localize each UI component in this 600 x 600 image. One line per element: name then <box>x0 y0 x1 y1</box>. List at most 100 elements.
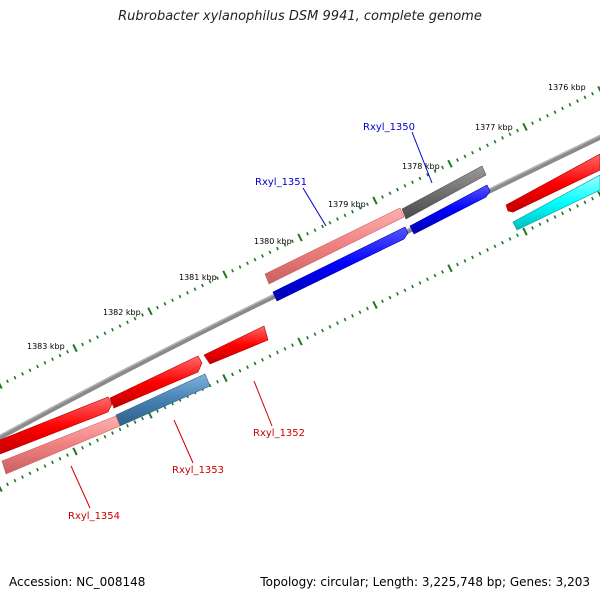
gene-label-rxyl-1351[interactable]: Rxyl_1351 <box>255 177 307 188</box>
lower-ruler-tick-mark <box>418 281 422 285</box>
lower-ruler-tick-mark <box>103 434 107 439</box>
lower-ruler-tick-mark <box>328 325 332 329</box>
lower-ruler-tick-mark <box>58 456 62 461</box>
gene-red-middle-left[interactable] <box>109 355 203 409</box>
lower-ruler-tick-mark <box>546 218 549 223</box>
lower-ruler-tick-mark <box>276 350 279 355</box>
lower-ruler-tick-mark <box>463 259 467 263</box>
lower-ruler-tick-mark <box>426 277 429 282</box>
upper-ruler-tick-mark <box>103 331 107 336</box>
gene-callout-lines <box>70 131 433 509</box>
upper-ruler-tick-mark <box>297 233 303 242</box>
lower-ruler-tick-mark <box>231 372 234 377</box>
upper-ruler-tick-mark <box>516 128 519 133</box>
lower-ruler-tick-mark <box>486 248 489 252</box>
lower-ruler-tick-mark <box>0 485 3 493</box>
tick-label-1377: 1377 kbp <box>475 123 513 132</box>
upper-ruler-tick-mark <box>561 106 564 111</box>
upper-ruler-tick-mark <box>576 99 579 103</box>
tick-label-1378: 1378 kbp <box>402 162 440 171</box>
scale-ruler-lower <box>0 190 600 493</box>
upper-ruler-tick-mark <box>441 165 444 170</box>
scale-ruler-upper <box>0 85 600 390</box>
upper-ruler-tick-mark <box>522 122 528 131</box>
lower-ruler-tick-mark <box>447 264 453 273</box>
kbp-tick-labels: 1376 kbp 1377 kbp 1378 kbp 1379 kbp 1380… <box>27 83 586 351</box>
tick-label-1381: 1381 kbp <box>179 273 217 282</box>
gene-cyan-right[interactable] <box>512 174 600 231</box>
lower-ruler-tick-mark <box>403 288 407 293</box>
upper-ruler-tick-mark <box>508 132 512 137</box>
lower-ruler-tick-mark <box>321 328 324 333</box>
upper-ruler-tick-mark <box>201 283 204 288</box>
lower-ruler-tick-mark <box>576 204 579 208</box>
upper-ruler-tick-mark <box>591 91 594 96</box>
upper-ruler-tick-mark <box>418 176 422 181</box>
lower-ruler-tick-mark <box>72 447 78 456</box>
upper-ruler-tick-mark <box>36 364 39 369</box>
upper-ruler-tick-mark <box>358 206 362 210</box>
lower-ruler-tick-mark <box>538 222 542 227</box>
upper-ruler-tick-mark <box>291 239 294 243</box>
lower-ruler-tick-mark <box>96 438 99 443</box>
upper-ruler-tick-mark <box>133 316 137 321</box>
upper-ruler-tick-mark <box>546 114 549 118</box>
upper-ruler-tick-mark <box>433 169 437 173</box>
upper-ruler-tick-mark <box>28 368 32 373</box>
lower-ruler-tick-mark <box>568 207 572 212</box>
gene-blue-forward-1[interactable] <box>409 184 491 235</box>
upper-ruler-tick-mark <box>583 95 587 100</box>
lower-ruler-tick-mark <box>351 314 354 318</box>
gene-label-rxyl-1354[interactable]: Rxyl_1354 <box>68 511 120 522</box>
gene-rxyl-1354-arrow[interactable] <box>1 415 121 475</box>
upper-ruler-tick-mark <box>447 159 453 168</box>
lower-ruler-tick-mark <box>66 453 69 457</box>
lower-ruler-tick-mark <box>471 255 474 260</box>
tick-label-1379: 1379 kbp <box>328 200 366 209</box>
gene-label-rxyl-1352[interactable]: Rxyl_1352 <box>253 428 305 439</box>
gene-blue-forward-2[interactable] <box>272 226 409 302</box>
upper-ruler-tick-mark <box>306 232 309 236</box>
lower-ruler-tick-mark <box>388 295 392 300</box>
upper-ruler-tick-mark <box>283 243 287 247</box>
gene-red-right[interactable] <box>505 153 600 213</box>
upper-ruler-tick-mark <box>0 382 3 390</box>
upper-ruler-tick-mark <box>13 375 17 380</box>
upper-ruler-tick-mark <box>336 217 339 221</box>
upper-ruler-tick-mark <box>313 228 317 232</box>
gene-rxyl-1352-arrow[interactable] <box>203 325 269 365</box>
gene-label-rxyl-1353[interactable]: Rxyl_1353 <box>172 465 224 476</box>
gene-red-upper-left[interactable] <box>0 396 113 456</box>
upper-ruler-tick-mark <box>126 320 129 325</box>
upper-ruler-tick-mark <box>597 85 600 93</box>
upper-ruler-tick-mark <box>553 110 557 114</box>
upper-ruler-tick-mark <box>261 254 264 258</box>
lower-ruler-tick-mark <box>283 347 287 351</box>
lower-ruler-tick-mark <box>126 423 129 428</box>
upper-ruler-tick-mark <box>426 173 429 177</box>
upper-ruler-tick-mark <box>351 209 354 214</box>
upper-ruler-tick-mark <box>366 202 369 207</box>
lower-ruler-tick-mark <box>493 244 497 249</box>
gene-label-rxyl-1350[interactable]: Rxyl_1350 <box>363 122 415 133</box>
lower-ruler-tick-mark <box>306 336 309 340</box>
lower-ruler-tick-mark <box>81 445 84 450</box>
lower-ruler-tick-mark <box>216 379 219 384</box>
gene-rxyl-1351-arrow[interactable] <box>264 207 405 285</box>
lower-ruler-tick-mark <box>28 471 32 476</box>
upper-ruler-tick-mark <box>411 180 414 184</box>
lower-ruler-tick-mark <box>118 427 122 432</box>
upper-ruler-tick-mark <box>51 357 54 361</box>
lower-ruler-tick-mark <box>358 310 362 314</box>
lower-ruler-tick-mark <box>291 343 294 347</box>
upper-ruler-tick-mark <box>66 350 69 354</box>
upper-ruler-tick-mark <box>156 305 159 310</box>
upper-ruler-tick-mark <box>186 291 189 295</box>
lower-ruler-tick-mark <box>6 482 9 487</box>
upper-ruler-tick-mark <box>246 261 249 266</box>
lower-ruler-tick-mark <box>372 300 378 309</box>
gene-rxyl-1350-arrow[interactable] <box>401 165 487 220</box>
lower-ruler-tick-mark <box>238 369 242 373</box>
upper-ruler-tick-mark <box>96 335 99 339</box>
